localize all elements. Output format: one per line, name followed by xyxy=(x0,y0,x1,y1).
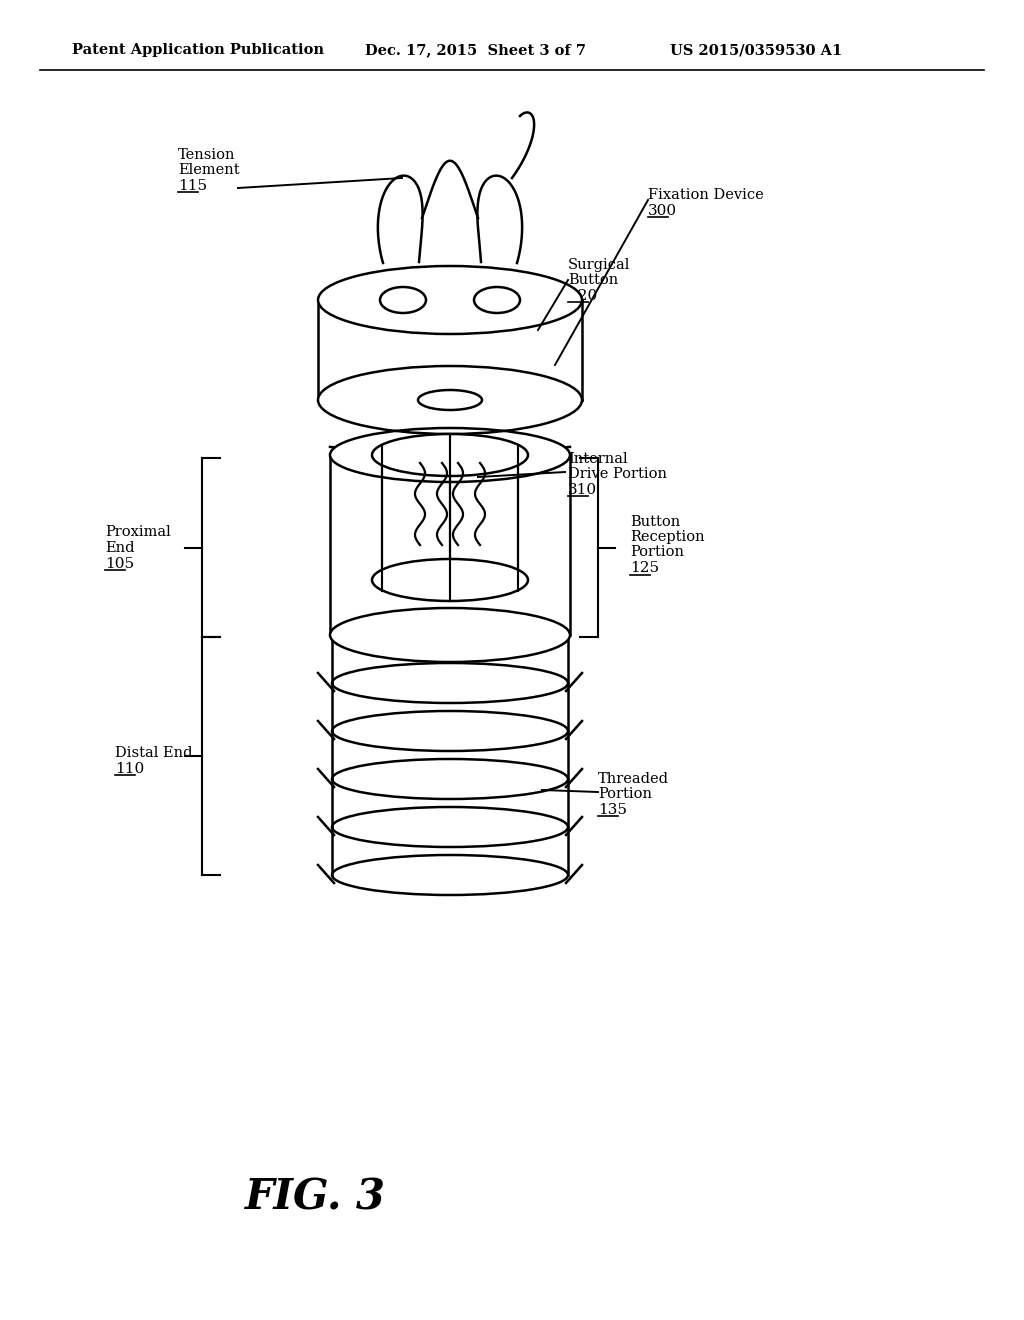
Text: 120: 120 xyxy=(568,289,597,304)
Text: Internal: Internal xyxy=(568,451,628,466)
Text: 310: 310 xyxy=(568,483,597,498)
Text: 125: 125 xyxy=(630,561,659,576)
Text: Portion: Portion xyxy=(630,545,684,560)
Text: 135: 135 xyxy=(598,803,627,817)
Ellipse shape xyxy=(318,267,582,334)
Text: Fixation Device: Fixation Device xyxy=(648,187,764,202)
Ellipse shape xyxy=(380,286,426,313)
Ellipse shape xyxy=(332,807,568,847)
Text: Portion: Portion xyxy=(598,787,652,801)
Polygon shape xyxy=(318,300,582,400)
Text: FIG. 3: FIG. 3 xyxy=(245,1177,386,1218)
Ellipse shape xyxy=(330,428,570,482)
Polygon shape xyxy=(330,455,570,635)
Ellipse shape xyxy=(332,855,568,895)
Text: 300: 300 xyxy=(648,205,677,218)
Text: Drive Portion: Drive Portion xyxy=(568,467,667,480)
Text: Button: Button xyxy=(568,273,618,286)
Text: 110: 110 xyxy=(115,762,144,776)
Ellipse shape xyxy=(332,615,568,655)
Ellipse shape xyxy=(330,609,570,663)
Text: 115: 115 xyxy=(178,180,207,193)
Text: Proximal: Proximal xyxy=(105,525,171,540)
Ellipse shape xyxy=(318,366,582,434)
Ellipse shape xyxy=(332,759,568,799)
Text: Threaded: Threaded xyxy=(598,772,669,785)
Ellipse shape xyxy=(372,558,528,601)
Text: Dec. 17, 2015  Sheet 3 of 7: Dec. 17, 2015 Sheet 3 of 7 xyxy=(365,44,586,57)
Text: Reception: Reception xyxy=(630,531,705,544)
Text: Distal End: Distal End xyxy=(115,746,193,760)
Ellipse shape xyxy=(418,389,482,411)
Text: 105: 105 xyxy=(105,557,134,570)
Text: Button: Button xyxy=(630,516,680,529)
Ellipse shape xyxy=(474,286,520,313)
Text: Tension: Tension xyxy=(178,148,236,162)
Ellipse shape xyxy=(332,711,568,751)
Ellipse shape xyxy=(372,434,528,477)
Ellipse shape xyxy=(332,663,568,704)
Text: Patent Application Publication: Patent Application Publication xyxy=(72,44,324,57)
Text: End: End xyxy=(105,540,134,554)
Text: Element: Element xyxy=(178,162,240,177)
Text: US 2015/0359530 A1: US 2015/0359530 A1 xyxy=(670,44,843,57)
Text: Surgical: Surgical xyxy=(568,257,631,272)
